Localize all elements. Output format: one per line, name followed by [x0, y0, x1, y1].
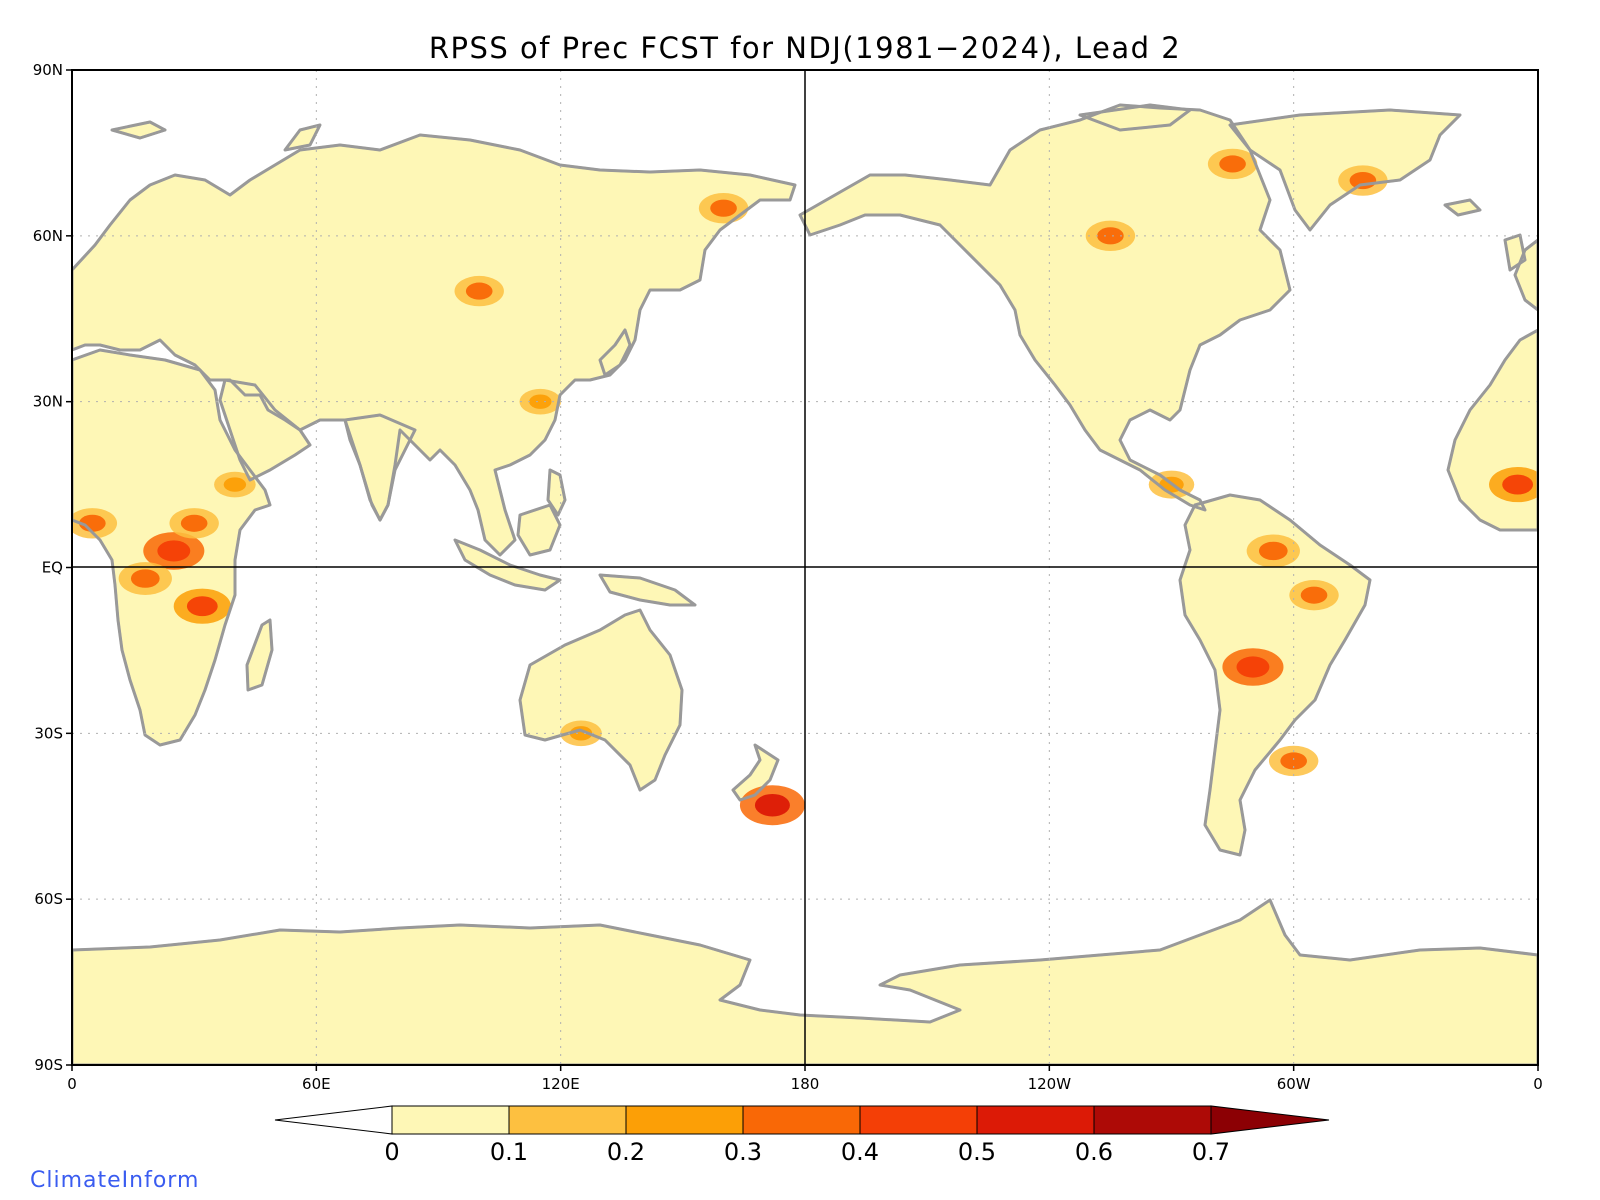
- x-tick-label: 60E: [302, 1075, 331, 1093]
- colorbar: 0 0.1 0.2 0.3 0.4 0.5 0.6 0.7: [274, 1105, 1330, 1166]
- skill-patch-core: [1258, 541, 1288, 561]
- coastline: [1228, 108, 1462, 232]
- colorbar-bin: [742, 1105, 861, 1135]
- coastline: [518, 608, 684, 792]
- skill-patch-core: [1280, 752, 1307, 770]
- skill-patch-core: [1300, 586, 1328, 604]
- skill-patch-core: [465, 282, 493, 300]
- skill-patch-core: [1236, 656, 1270, 678]
- coastline: [343, 413, 417, 522]
- colorbar-label: 0.4: [841, 1138, 879, 1166]
- coastline: [1446, 328, 1538, 532]
- coastline: [731, 743, 780, 802]
- x-tick-label: 0: [67, 1075, 77, 1093]
- skill-hotspots: [72, 148, 1538, 826]
- coastline: [72, 898, 1538, 1065]
- y-tick-label: 60N: [33, 227, 63, 245]
- skill-patch-core: [157, 540, 191, 562]
- coastline: [1503, 233, 1527, 272]
- skill-patch-core: [710, 199, 737, 217]
- coastline: [72, 348, 272, 747]
- coastline: [283, 123, 322, 152]
- x-tick-label: 0: [1533, 1075, 1543, 1093]
- map-layer: [72, 103, 1538, 1065]
- colorbar-label: 0.6: [1075, 1138, 1113, 1166]
- x-tick-label: 120W: [1028, 1075, 1072, 1093]
- coastline: [546, 468, 567, 517]
- skill-patch-core: [1097, 227, 1124, 245]
- colorbar-bin: [1093, 1105, 1212, 1135]
- y-tick-label: EQ: [42, 559, 63, 577]
- skill-patch-core: [1219, 155, 1246, 173]
- x-tick-label: 60W: [1277, 1075, 1311, 1093]
- colorbar-bin: [976, 1105, 1095, 1135]
- colorbar-bin: [859, 1105, 978, 1135]
- skill-patch-core: [186, 596, 218, 617]
- coastline: [598, 328, 632, 377]
- y-tick-label: 30N: [33, 393, 63, 411]
- colorbar-bin: [391, 1105, 510, 1135]
- skill-patch-core: [223, 477, 247, 492]
- coastline: [598, 573, 697, 607]
- coastline-overlay: [72, 103, 1538, 1065]
- coastline: [1178, 493, 1372, 857]
- x-tick-label: 180: [791, 1075, 820, 1093]
- skill-patch-core: [130, 569, 160, 588]
- skill-patch-core: [1349, 172, 1377, 190]
- coastline: [218, 378, 312, 482]
- skill-patch-core: [180, 514, 208, 532]
- skill-patch-core: [1502, 474, 1534, 495]
- colorbar-label: 0.7: [1192, 1138, 1230, 1166]
- coastline: [72, 133, 797, 557]
- coastline: [1078, 103, 1192, 132]
- coastline: [110, 120, 167, 140]
- coastline: [245, 618, 274, 692]
- credit-label: ClimateInform: [30, 1168, 200, 1193]
- coastline: [1443, 198, 1482, 217]
- colorbar-bin: [625, 1105, 744, 1135]
- y-tick-label: 60S: [34, 890, 63, 908]
- x-tick-label: 120E: [542, 1075, 580, 1093]
- colorbar-label: 0.3: [724, 1138, 762, 1166]
- coastline: [1513, 238, 1538, 312]
- y-tick-label: 90N: [33, 61, 63, 79]
- colorbar-bin: [508, 1105, 627, 1135]
- y-tick-label: 30S: [34, 724, 63, 742]
- colorbar-label: 0.5: [958, 1138, 996, 1166]
- y-tick-label: 90S: [34, 1056, 63, 1074]
- colorbar-label: 0.2: [607, 1138, 645, 1166]
- coastline: [798, 103, 1292, 512]
- colorbar-above-arrow: [1210, 1105, 1330, 1135]
- colorbar-label: 0: [384, 1138, 399, 1166]
- map-title: RPSS of Prec FCST for NDJ(1981−2024), Le…: [429, 31, 1181, 65]
- skill-patch-core: [754, 793, 790, 817]
- colorbar-below-arrow: [274, 1105, 393, 1135]
- skill-patch-core: [569, 726, 593, 741]
- skill-patch-core: [529, 394, 552, 409]
- colorbar-label: 0.1: [490, 1138, 528, 1166]
